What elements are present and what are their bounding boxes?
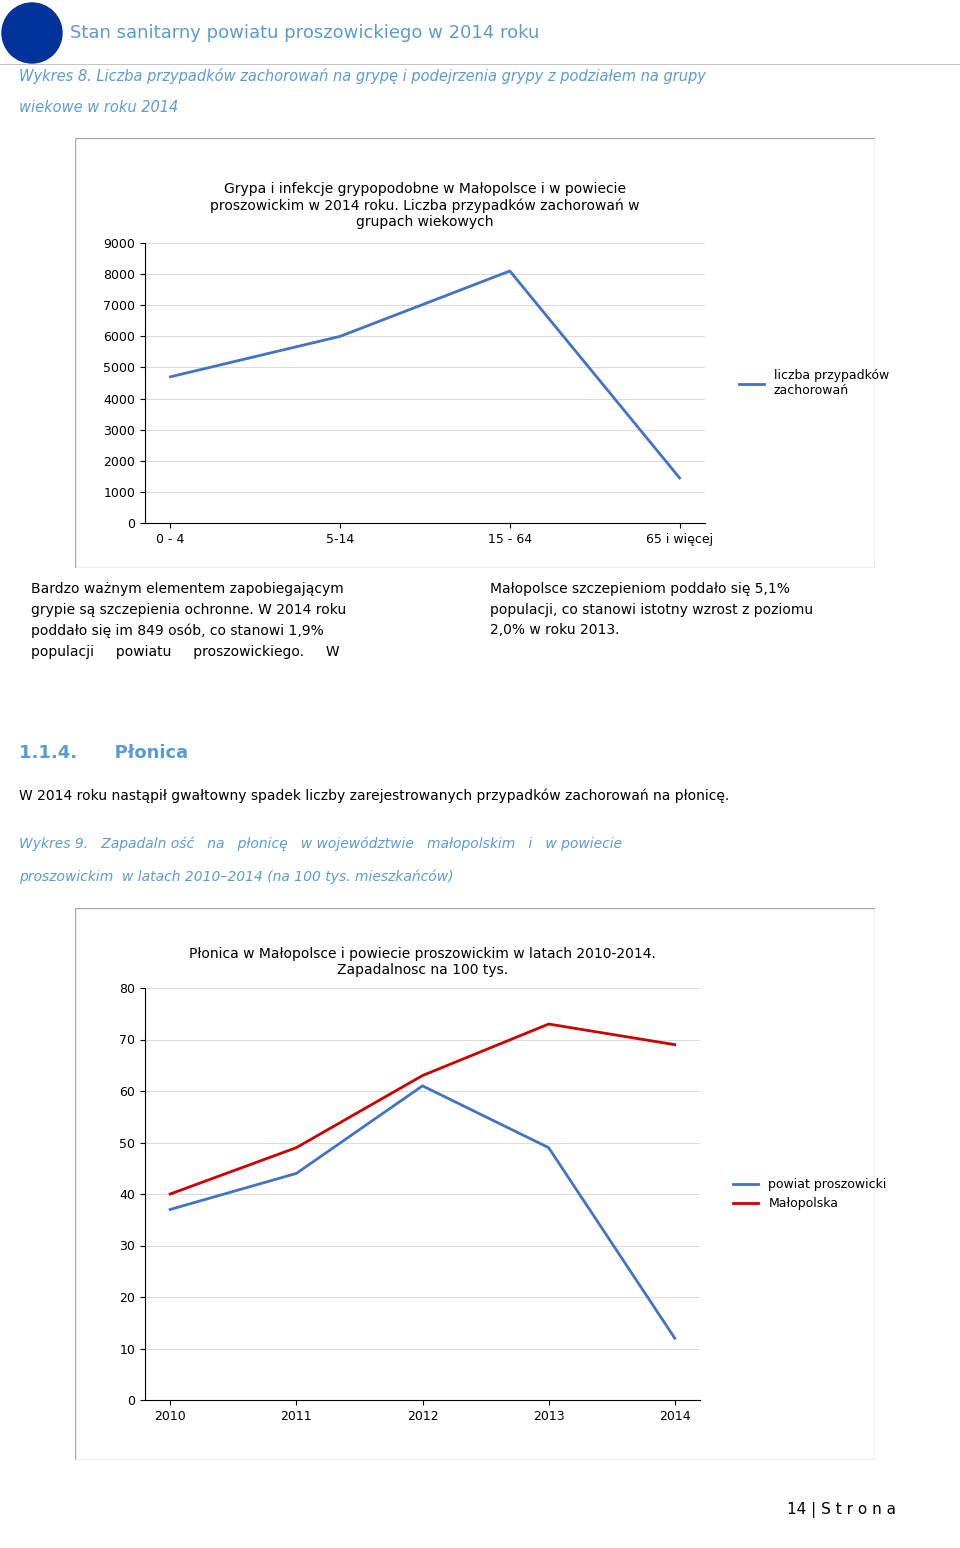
Text: W 2014 roku nastąpił gwałtowny spadek liczby zarejestrowanych przypadków zachoro: W 2014 roku nastąpił gwałtowny spadek li… [19,789,730,803]
Text: 14 | S t r o n a: 14 | S t r o n a [787,1502,897,1519]
Text: wiekowe w roku 2014: wiekowe w roku 2014 [19,99,179,115]
Text: Wykres 9.   Zapadaln ość   na   płonicę   w województwie   małopolskim   i   w p: Wykres 9. Zapadaln ość na płonicę w woje… [19,836,622,851]
Text: Małopolsce szczepieniom poddało się 5,1%
populacji, co stanowi istotny wzrost z : Małopolsce szczepieniom poddało się 5,1%… [490,582,813,638]
Text: Stan sanitarny powiatu proszowickiego w 2014 roku: Stan sanitarny powiatu proszowickiego w … [70,25,540,42]
Text: Wykres 8. Liczba przypadków zachorowań na grypę i podejrzenia grypy z podziałem : Wykres 8. Liczba przypadków zachorowań n… [19,68,706,84]
Text: Bardzo ważnym elementem zapobiegającym
grypie są szczepienia ochronne. W 2014 ro: Bardzo ważnym elementem zapobiegającym g… [31,582,346,658]
Legend: powiat proszowicki, Małopolska: powiat proszowicki, Małopolska [729,1173,892,1215]
Circle shape [2,3,62,63]
Text: proszowickim  w latach 2010–2014 (na 100 tys. mieszkańców): proszowickim w latach 2010–2014 (na 100 … [19,870,454,884]
Title: Płonica w Małopolsce i powiecie proszowickim w latach 2010-2014.
Zapadalnosc na : Płonica w Małopolsce i powiecie proszowi… [189,947,656,977]
Circle shape [16,17,48,50]
Legend: liczba przypadków
zachorowań: liczba przypadków zachorowań [733,364,894,402]
Circle shape [8,9,56,57]
Text: 1.1.4.      Płonica: 1.1.4. Płonica [19,743,188,762]
Title: Grypa i infekcje grypopodobne w Małopolsce i w powiecie
proszowickim w 2014 roku: Grypa i infekcje grypopodobne w Małopols… [210,183,639,229]
